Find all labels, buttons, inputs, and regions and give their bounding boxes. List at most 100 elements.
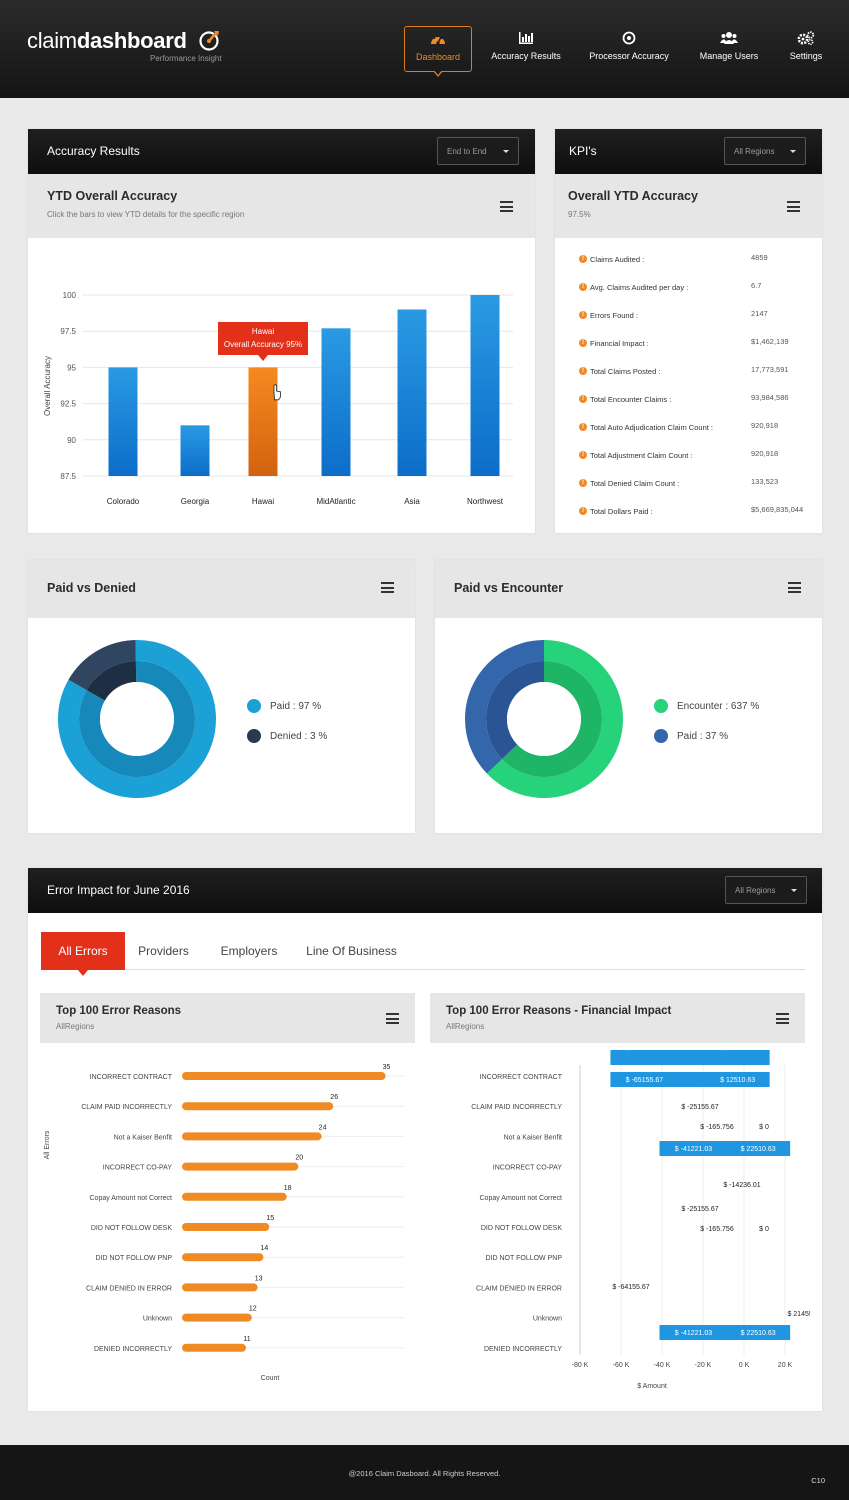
bar-chart-icon — [519, 32, 533, 44]
paid-vs-denied-donut — [58, 640, 216, 798]
data-label: 24 — [319, 1124, 327, 1131]
menu-icon[interactable] — [381, 582, 394, 593]
bar[interactable] — [182, 1192, 287, 1201]
logo-gauge-icon — [199, 31, 219, 51]
nav-settings[interactable]: Settings — [785, 26, 827, 72]
error-reasons-chart: INCORRECT CONTRACT 35 CLAIM PAID INCORRECT… — [44, 1064, 404, 1382]
data-label: $ -25155.67 — [681, 1206, 718, 1213]
paid-vs-denied-title: Paid vs Denied — [47, 581, 136, 595]
tooltip-line-2: Overall Accuracy 95% — [224, 340, 302, 349]
error-impact-region-dropdown[interactable]: All Regions — [725, 876, 807, 904]
bar[interactable] — [182, 1283, 258, 1292]
paid-vs-denied-header: Paid vs Denied — [28, 560, 415, 618]
bar[interactable] — [182, 1072, 386, 1080]
bar[interactable] — [182, 1253, 264, 1262]
tab-label: Employers — [220, 944, 278, 958]
nav-processor-accuracy[interactable]: Processor Accuracy — [586, 26, 672, 72]
kpi-region-dropdown[interactable]: All Regions — [724, 137, 806, 165]
kpi-value: 133,523 — [751, 477, 779, 486]
bar-hawai[interactable] — [248, 367, 278, 476]
bar[interactable] — [182, 1102, 334, 1111]
logo-subtitle: Performance Insight — [150, 54, 222, 63]
menu-icon[interactable] — [787, 201, 800, 212]
tab-providers[interactable]: Providers — [131, 932, 196, 970]
kpi-value: 17,773,591 — [751, 365, 789, 374]
y-tick-label: DID NOT FOLLOW DESK — [91, 1225, 172, 1232]
kpi-value: 920,918 — [751, 421, 779, 430]
nav-accuracy-results[interactable]: Accuracy Results — [488, 26, 564, 72]
y-tick-label: DENIED INCORRECTLY — [94, 1346, 172, 1353]
data-label: $ -165.756 — [700, 1124, 734, 1131]
tooltip-box — [218, 322, 308, 355]
data-label-positive: $ 22510.63 — [741, 1330, 776, 1337]
menu-icon[interactable] — [386, 1013, 399, 1024]
financial-impact-chart: -80 K -60 K -40 K -20 K 0 K 20 K $ Amount INCOR… — [471, 1050, 810, 1390]
kpi-title: KPI's — [569, 144, 597, 158]
bar-colorado[interactable] — [108, 367, 138, 476]
tab-all-errors[interactable]: All Errors — [41, 932, 125, 976]
slice-paid-inner[interactable] — [486, 661, 544, 760]
kpi-region-value: All Regions — [734, 147, 775, 156]
hand-cursor-icon — [273, 384, 281, 401]
financial-bar[interactable] — [610, 1072, 770, 1087]
tab-employers[interactable]: Employers — [213, 932, 285, 970]
nav-dashboard[interactable]: Dashboard — [404, 26, 472, 77]
alert-icon: ! — [579, 339, 587, 347]
y-tick-label: 100 — [63, 291, 77, 300]
x-tick-label: Hawai — [252, 497, 274, 506]
kpi-label: Claims Audited : — [590, 255, 645, 264]
nav-manage-users[interactable]: Manage Users — [696, 26, 762, 72]
nav-accuracy-results-label: Accuracy Results — [491, 51, 561, 61]
accuracy-filter-dropdown[interactable]: End to End — [437, 137, 519, 165]
bar-northwest[interactable] — [470, 295, 500, 476]
bar[interactable] — [182, 1132, 322, 1141]
kpi-label: Total Adjustment Claim Count : — [590, 451, 693, 460]
alert-icon: ! — [579, 311, 587, 319]
menu-icon[interactable] — [776, 1013, 789, 1024]
tab-label: All Errors — [58, 944, 108, 958]
bar-asia[interactable] — [397, 309, 427, 476]
top-navigation-bar: claimdashboard Performance Insight Dashb… — [0, 0, 849, 98]
menu-icon[interactable] — [788, 582, 801, 593]
legend-label: Paid : 97 % — [270, 701, 322, 712]
bar-georgia[interactable] — [180, 425, 210, 476]
slice-encounter-outer[interactable] — [486, 640, 623, 798]
data-label: $ 0 — [759, 1226, 769, 1233]
target-icon — [622, 31, 636, 45]
kpi-label: Total Denied Claim Count : — [590, 479, 680, 488]
financial-bar[interactable] — [659, 1325, 791, 1340]
x-tick-label: Georgia — [181, 497, 210, 506]
kpi-subheader: Overall YTD Accuracy 97.5% — [555, 174, 822, 238]
bar-midatlantic[interactable] — [321, 328, 351, 476]
kpi-label: Total Auto Adjudication Claim Count : — [590, 423, 713, 432]
bar[interactable] — [182, 1313, 252, 1322]
donut-hole — [507, 682, 581, 756]
app-logo[interactable]: claimdashboard — [27, 28, 187, 54]
accuracy-results-title: Accuracy Results — [47, 144, 140, 158]
y-axis-label: All Errors — [44, 1130, 51, 1159]
financial-bar[interactable] — [659, 1141, 791, 1156]
y-tick-label: CLAIM DENIED IN ERROR — [476, 1285, 562, 1292]
legend-swatch — [247, 699, 261, 713]
financial-bar[interactable] — [610, 1050, 770, 1065]
data-label-positive: $ 12510.63 — [720, 1077, 755, 1084]
slice-paid-outer[interactable] — [465, 640, 544, 774]
y-tick-label: INCORRECT CONTRACT — [90, 1074, 173, 1081]
data-label-negative: $ -41221.03 — [675, 1330, 712, 1337]
legend-label: Encounter : 637 % — [677, 701, 760, 712]
slice-denied-inner[interactable] — [86, 661, 137, 701]
x-tick-label: MidAtlantic — [316, 497, 355, 506]
menu-icon[interactable] — [500, 201, 513, 212]
bar[interactable] — [182, 1343, 246, 1352]
accuracy-results-header: Accuracy Results End to End — [28, 129, 535, 174]
bar[interactable] — [182, 1223, 270, 1231]
tab-line-of-business[interactable]: Line Of Business — [300, 932, 403, 970]
kpi-panel: KPI's All Regions Overall YTD Accuracy 9… — [555, 129, 822, 533]
y-tick-label: DENIED INCORRECTLY — [484, 1346, 562, 1353]
slice-denied-outer[interactable] — [68, 640, 136, 691]
slice-encounter-inner[interactable] — [502, 661, 602, 777]
y-tick-label: CLAIM PAID INCORRECTLY — [471, 1104, 562, 1111]
y-tick-label: 87.5 — [60, 472, 76, 481]
slice-paid-inner[interactable] — [79, 661, 195, 777]
bar[interactable] — [182, 1162, 299, 1171]
